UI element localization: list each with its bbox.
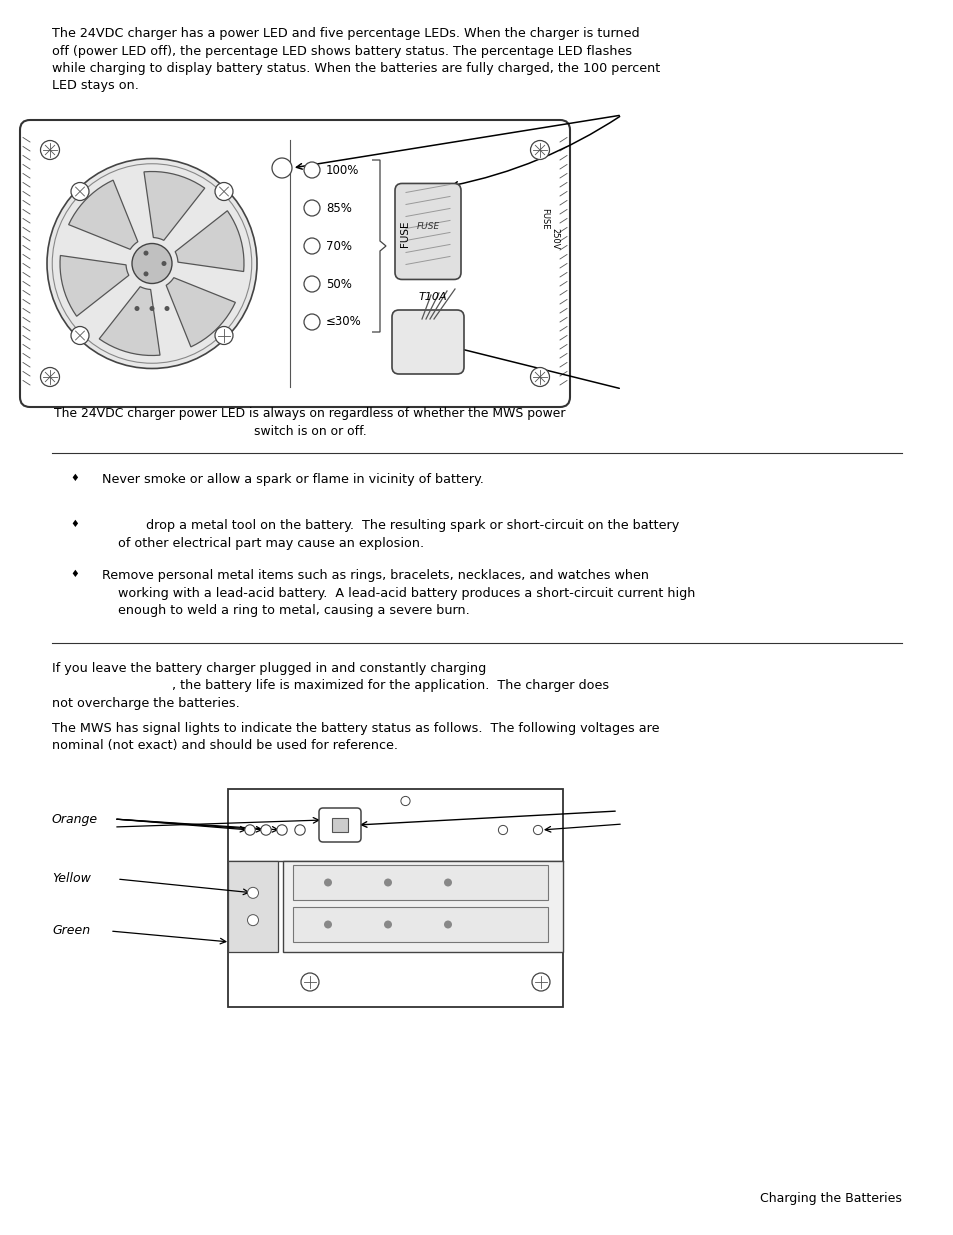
Circle shape bbox=[134, 306, 139, 311]
Text: ♦: ♦ bbox=[70, 519, 79, 529]
Circle shape bbox=[214, 326, 233, 345]
Text: drop a metal tool on the battery.  The resulting spark or short-circuit on the b: drop a metal tool on the battery. The re… bbox=[102, 519, 679, 532]
Text: The 24VDC charger power LED is always on regardless of whether the MWS power: The 24VDC charger power LED is always on… bbox=[54, 408, 565, 420]
Text: Green: Green bbox=[52, 925, 90, 937]
Text: Yellow: Yellow bbox=[52, 872, 91, 885]
Circle shape bbox=[304, 275, 319, 291]
Text: working with a lead-acid battery.  A lead-acid battery produces a short-circuit : working with a lead-acid battery. A lead… bbox=[102, 587, 695, 599]
Circle shape bbox=[443, 878, 452, 887]
Text: 70%: 70% bbox=[326, 240, 352, 252]
Text: Remove personal metal items such as rings, bracelets, necklaces, and watches whe: Remove personal metal items such as ring… bbox=[102, 569, 648, 582]
Circle shape bbox=[384, 920, 392, 929]
Circle shape bbox=[304, 314, 319, 330]
Text: T10A: T10A bbox=[418, 293, 447, 303]
FancyBboxPatch shape bbox=[392, 310, 463, 374]
Text: LED stays on.: LED stays on. bbox=[52, 79, 139, 93]
Bar bbox=[228, 861, 277, 952]
Circle shape bbox=[304, 200, 319, 216]
Circle shape bbox=[384, 878, 392, 887]
Text: FUSE: FUSE bbox=[416, 222, 439, 231]
Circle shape bbox=[530, 368, 549, 387]
Circle shape bbox=[400, 797, 410, 805]
Circle shape bbox=[324, 920, 332, 929]
FancyBboxPatch shape bbox=[318, 808, 360, 842]
Text: while charging to display battery status. When the batteries are fully charged, : while charging to display battery status… bbox=[52, 62, 659, 75]
Circle shape bbox=[247, 915, 258, 926]
Circle shape bbox=[214, 183, 233, 200]
Bar bbox=[283, 861, 562, 952]
Bar bbox=[228, 789, 562, 1007]
Circle shape bbox=[324, 878, 332, 887]
Circle shape bbox=[150, 306, 154, 311]
Circle shape bbox=[530, 141, 549, 159]
Circle shape bbox=[304, 162, 319, 178]
Circle shape bbox=[143, 272, 149, 277]
Circle shape bbox=[71, 326, 89, 345]
Circle shape bbox=[132, 243, 172, 284]
Text: The MWS has signal lights to indicate the battery status as follows.  The follow: The MWS has signal lights to indicate th… bbox=[52, 722, 659, 735]
Text: ♦: ♦ bbox=[70, 569, 79, 579]
Text: ≤30%: ≤30% bbox=[326, 315, 361, 329]
Text: FUSE: FUSE bbox=[540, 207, 549, 230]
Circle shape bbox=[304, 238, 319, 254]
Text: not overcharge the batteries.: not overcharge the batteries. bbox=[52, 697, 239, 710]
Bar bbox=[293, 906, 547, 942]
Text: 100%: 100% bbox=[326, 163, 359, 177]
Text: 50%: 50% bbox=[326, 278, 352, 290]
Text: switch is on or off.: switch is on or off. bbox=[253, 426, 366, 438]
Circle shape bbox=[143, 251, 149, 256]
Circle shape bbox=[40, 368, 59, 387]
Text: ♦: ♦ bbox=[70, 473, 79, 483]
Polygon shape bbox=[144, 172, 205, 241]
Circle shape bbox=[532, 973, 550, 990]
Circle shape bbox=[533, 825, 542, 835]
Circle shape bbox=[47, 158, 256, 368]
Polygon shape bbox=[60, 256, 129, 316]
Circle shape bbox=[260, 825, 271, 835]
Text: of other electrical part may cause an explosion.: of other electrical part may cause an ex… bbox=[102, 536, 424, 550]
Circle shape bbox=[247, 888, 258, 898]
Text: Charging the Batteries: Charging the Batteries bbox=[760, 1192, 901, 1205]
Polygon shape bbox=[175, 211, 244, 272]
Bar bbox=[293, 864, 547, 900]
Circle shape bbox=[443, 920, 452, 929]
Text: If you leave the battery charger plugged in and constantly charging: If you leave the battery charger plugged… bbox=[52, 662, 486, 676]
Text: nominal (not exact) and should be used for reference.: nominal (not exact) and should be used f… bbox=[52, 740, 397, 752]
Polygon shape bbox=[166, 278, 235, 347]
Polygon shape bbox=[99, 287, 160, 356]
Text: 250V: 250V bbox=[550, 227, 558, 249]
Circle shape bbox=[245, 825, 255, 835]
Bar bbox=[332, 818, 348, 832]
Circle shape bbox=[301, 973, 318, 990]
Text: enough to weld a ring to metal, causing a severe burn.: enough to weld a ring to metal, causing … bbox=[102, 604, 469, 618]
Text: , the battery life is maximized for the application.  The charger does: , the battery life is maximized for the … bbox=[52, 679, 608, 693]
Circle shape bbox=[497, 825, 507, 835]
Polygon shape bbox=[69, 180, 137, 249]
Text: The 24VDC charger has a power LED and five percentage LEDs. When the charger is : The 24VDC charger has a power LED and fi… bbox=[52, 27, 639, 40]
Text: Never smoke or allow a spark or flame in vicinity of battery.: Never smoke or allow a spark or flame in… bbox=[102, 473, 483, 487]
Text: off (power LED off), the percentage LED shows battery status. The percentage LED: off (power LED off), the percentage LED … bbox=[52, 44, 632, 58]
Circle shape bbox=[71, 183, 89, 200]
Text: FUSE: FUSE bbox=[399, 220, 410, 247]
FancyBboxPatch shape bbox=[20, 120, 569, 408]
Text: Orange: Orange bbox=[52, 813, 98, 825]
FancyBboxPatch shape bbox=[395, 184, 460, 279]
Circle shape bbox=[40, 141, 59, 159]
Text: 85%: 85% bbox=[326, 201, 352, 215]
Circle shape bbox=[164, 306, 170, 311]
Circle shape bbox=[276, 825, 287, 835]
Circle shape bbox=[161, 261, 167, 266]
Circle shape bbox=[294, 825, 305, 835]
Circle shape bbox=[272, 158, 292, 178]
